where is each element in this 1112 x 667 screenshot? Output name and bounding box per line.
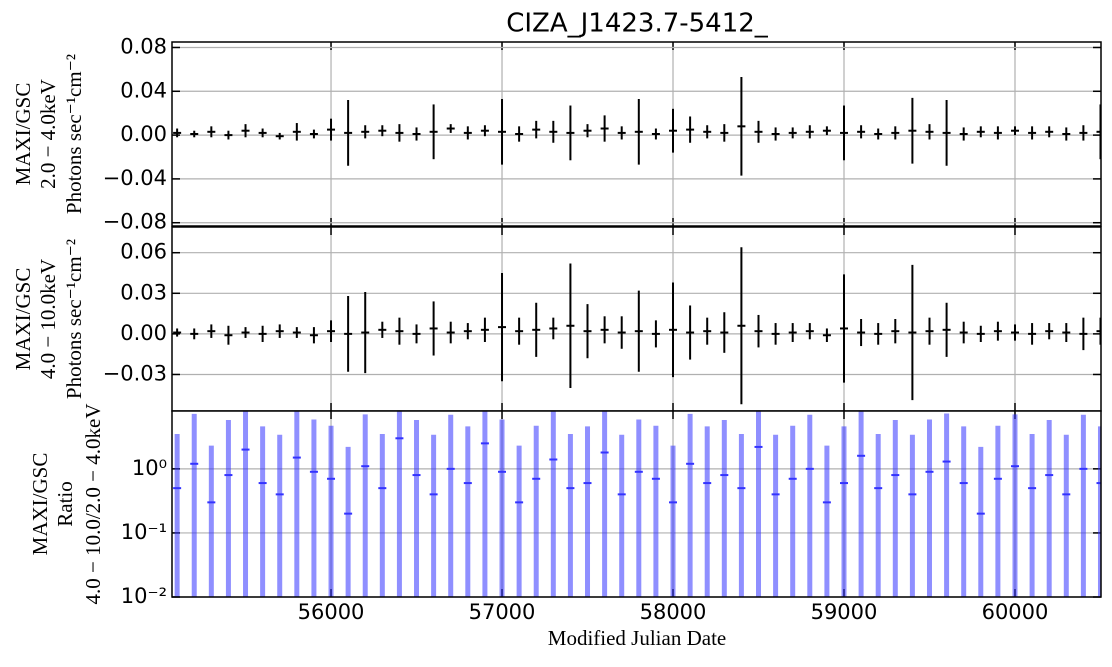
y-tick-label: 0.03: [120, 280, 167, 304]
y-axis-label: Ratio: [53, 481, 77, 527]
y-axis-label: 4.0 − 10.0keV: [36, 259, 60, 379]
y-axis-label: Photons sec⁻¹cm⁻²: [62, 239, 86, 399]
y-tick-label: 0.08: [120, 34, 167, 58]
panel: 56000 57000 58000 59000 60000 10⁰ 10⁻¹ 10⁻² MAXI…: [28, 403, 1102, 624]
y-axis-label: Photons sec⁻¹cm⁻²: [62, 54, 86, 214]
panel: 0.06 0.03 0.00 −0.03 MAXI/GSC 4.0 − 10.0keV Ph…: [11, 226, 1102, 412]
x-tick-label: 58000: [640, 600, 707, 624]
axes-frame: [171, 41, 1102, 227]
y-axis-label: MAXI/GSC: [11, 83, 35, 186]
x-tick-label: 57000: [469, 600, 536, 624]
x-tick-label: 59000: [811, 600, 878, 624]
x-tick-label: 60000: [982, 600, 1049, 624]
chart-title: CIZA_J1423.7-5412_: [506, 9, 769, 39]
data-layer: [173, 247, 1101, 405]
y-tick-label: −0.03: [103, 361, 167, 385]
y-tick-label: 0.06: [120, 240, 167, 264]
data-layer: [173, 411, 1101, 597]
y-tick-label: 10⁰: [132, 456, 167, 480]
y-axis-label: 4.0 − 10.0/2.0 − 4.0keV: [81, 403, 105, 604]
axes-frame: [171, 410, 1102, 598]
x-axis-label: Modified Julian Date: [548, 626, 726, 650]
x-tick-label: 56000: [298, 600, 365, 624]
y-tick-label: 10⁻²: [121, 584, 167, 608]
y-tick-label: −0.08: [103, 210, 167, 234]
y-tick-label: 0.00: [120, 321, 167, 345]
y-axis-label: MAXI/GSC: [11, 268, 35, 371]
y-axis-label: MAXI/GSC: [28, 453, 52, 556]
y-tick-label: 0.00: [120, 122, 167, 146]
y-tick-label: −0.04: [103, 166, 167, 190]
axes-frame: [171, 226, 1102, 412]
panel: 0.08 0.04 0.00 −0.04 −0.08 MAXI/GSC 2.0 − 4.0k…: [11, 34, 1102, 234]
y-tick-label: 10⁻¹: [121, 520, 167, 544]
y-axis-label: 2.0 − 4.0keV: [36, 79, 60, 189]
y-tick-label: 0.04: [120, 78, 167, 102]
